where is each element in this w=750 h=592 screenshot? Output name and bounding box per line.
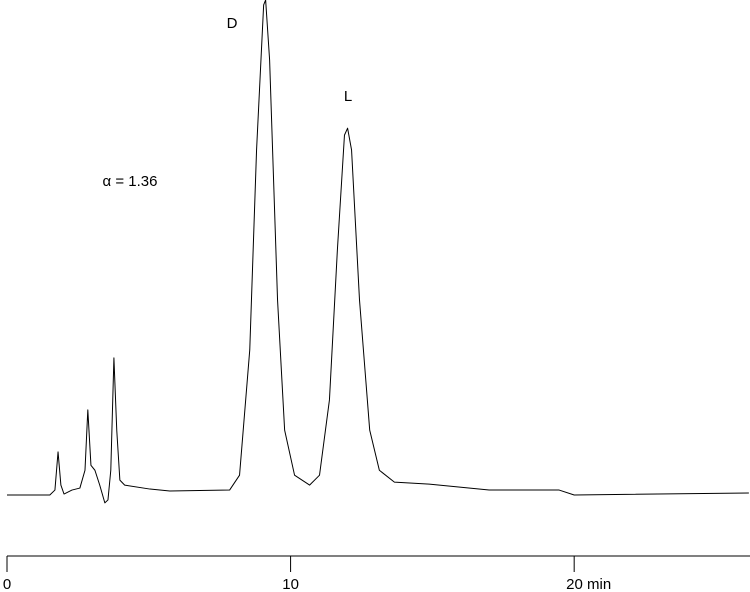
annotation: L bbox=[344, 88, 352, 105]
x-tick-label: 20 min bbox=[566, 576, 611, 592]
x-tick-label: 10 bbox=[282, 576, 299, 592]
annotation: D bbox=[227, 15, 238, 32]
chromatogram-trace bbox=[7, 0, 749, 504]
x-tick-label: 0 bbox=[3, 576, 11, 592]
annotation: α = 1.36 bbox=[103, 173, 158, 190]
